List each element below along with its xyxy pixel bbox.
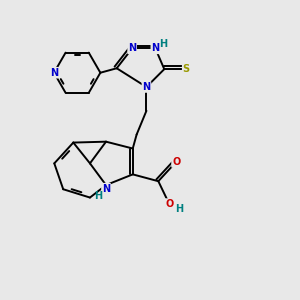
Text: S: S bbox=[183, 64, 190, 74]
Text: N: N bbox=[50, 68, 58, 78]
Text: O: O bbox=[165, 199, 173, 209]
Text: H: H bbox=[94, 191, 102, 201]
Text: N: N bbox=[102, 184, 110, 194]
Text: H: H bbox=[160, 39, 168, 49]
Text: N: N bbox=[142, 82, 151, 92]
Text: O: O bbox=[172, 157, 180, 167]
Text: H: H bbox=[175, 204, 183, 214]
Text: N: N bbox=[128, 44, 136, 53]
Text: N: N bbox=[151, 44, 159, 53]
